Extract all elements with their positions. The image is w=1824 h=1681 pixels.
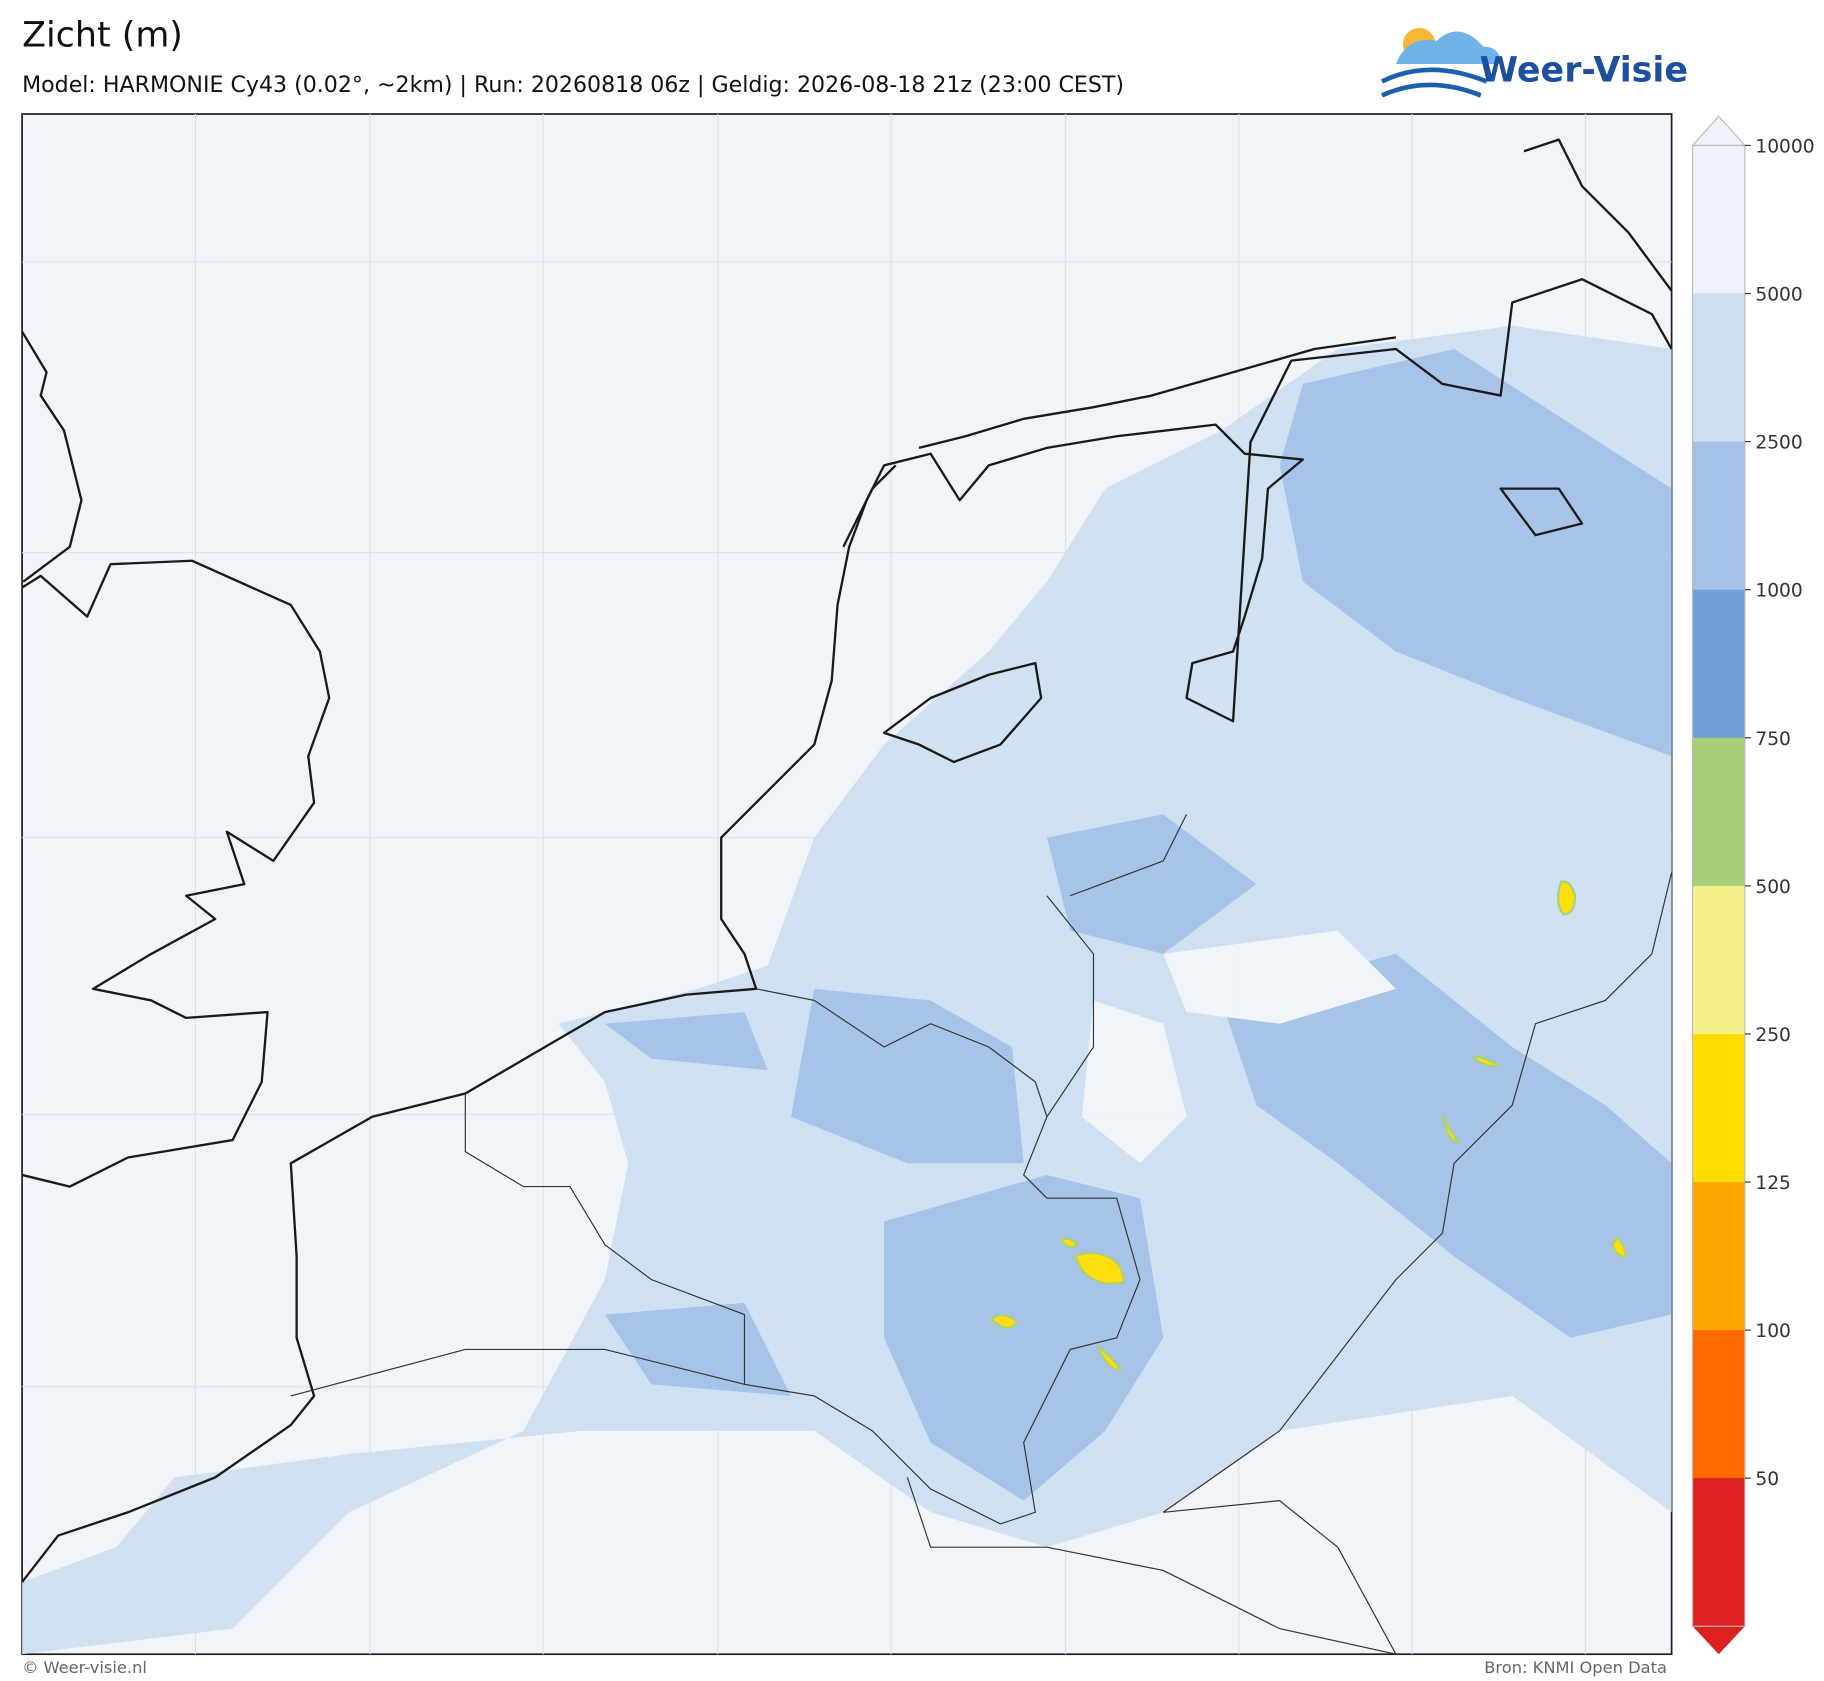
- colorbar-tick-label: 2500: [1755, 433, 1802, 454]
- colorbar-tick-label: 50: [1755, 1469, 1779, 1490]
- subtitle: Model: HARMONIE Cy43 (0.02°, ~2km) | Run…: [22, 72, 1124, 98]
- colorbar-band: [1692, 1330, 1745, 1479]
- colorbar-band: [1692, 1478, 1745, 1627]
- colorbar-tick-label: 10000: [1755, 136, 1814, 157]
- title: Zicht (m): [22, 16, 183, 56]
- map: [21, 113, 1673, 1656]
- colorbar-band: [1692, 885, 1745, 1035]
- footer-left: © Weer-visie.nl: [22, 1658, 147, 1677]
- colorbar-arrow-top: [1691, 115, 1747, 147]
- colorbar-tick-label: 100: [1755, 1321, 1791, 1342]
- colorbar-band: [1692, 145, 1745, 295]
- colorbar-band: [1692, 589, 1745, 739]
- colorbar-band: [1692, 1182, 1745, 1331]
- logo-text: Weer-Visie: [1480, 50, 1688, 90]
- colorbar-tick-label: 500: [1755, 877, 1791, 898]
- colorbar-band: [1692, 293, 1745, 443]
- colorbar-band: [1692, 737, 1745, 887]
- footer-right: Bron: KNMI Open Data: [1484, 1658, 1667, 1677]
- colorbar-band: [1692, 441, 1745, 591]
- colorbar: 10000 5000 2500 1000 750 500 250 125 100 50: [1691, 115, 1815, 1655]
- colorbar-tick-label: 125: [1755, 1173, 1791, 1194]
- colorbar-tick-label: 250: [1755, 1025, 1791, 1046]
- colorbar-tick-label: 750: [1755, 729, 1791, 750]
- colorbar-band: [1692, 1033, 1745, 1183]
- colorbar-tick-label: 1000: [1755, 581, 1802, 602]
- logo: Weer-Visie: [1380, 27, 1688, 98]
- colorbar-tick-label: 5000: [1755, 285, 1802, 306]
- colorbar-arrow-bottom: [1692, 1626, 1745, 1655]
